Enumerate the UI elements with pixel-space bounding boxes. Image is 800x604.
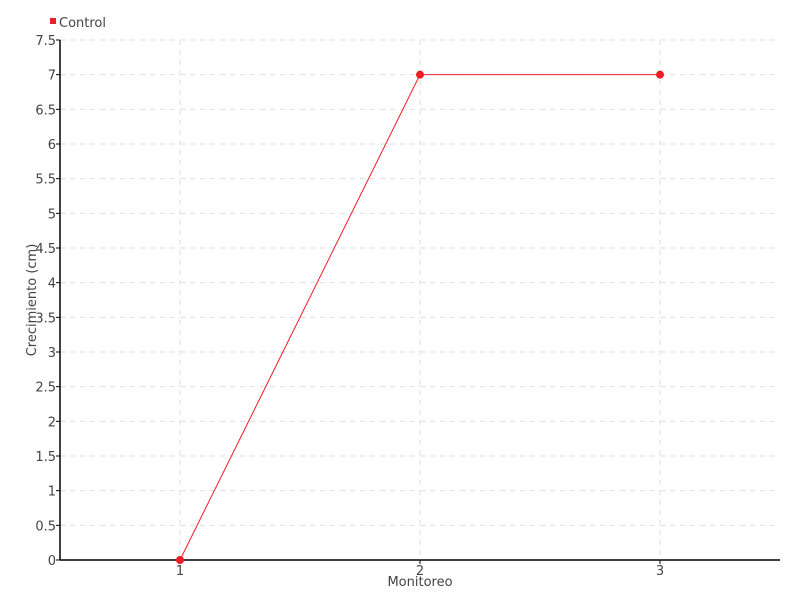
- y-tick-label: 1: [48, 485, 56, 500]
- x-tick-label: 2: [416, 564, 424, 579]
- y-axis-label: Crecimiento (cm): [25, 244, 40, 357]
- legend-label-control[interactable]: Control: [59, 16, 106, 31]
- y-tick-label: 2.5: [35, 381, 56, 396]
- x-tick-label: 1: [176, 564, 184, 579]
- y-tick-label: 3: [48, 346, 56, 361]
- y-tick-label: 0: [48, 554, 56, 569]
- y-tick-label: 7: [48, 69, 56, 84]
- y-tick-label: 5: [48, 207, 56, 222]
- legend-swatch-control: [50, 18, 56, 24]
- y-tick-label: 1.5: [35, 450, 56, 465]
- x-tick-label: 3: [656, 564, 664, 579]
- y-tick-label: 6.5: [35, 103, 56, 118]
- axes: 0 0.5 1 1.5 2 2.5 3 3.5 4 4.5 5 5.5 6 6.5 7 7.5 1 2 3: [35, 34, 780, 579]
- y-tick-label: 6: [48, 138, 56, 153]
- y-tick-label: 2: [48, 415, 56, 430]
- series: [176, 70, 664, 564]
- y-tick-label: 7.5: [35, 34, 56, 49]
- grid: [60, 39, 780, 560]
- y-tick-label: 0.5: [35, 519, 56, 534]
- data-point[interactable]: [416, 70, 424, 79]
- y-tick-label: 3.5: [35, 311, 56, 326]
- y-tick-label: 4: [48, 277, 56, 292]
- y-tick-label: 5.5: [35, 173, 56, 188]
- x-axis-label: Monitoreo: [387, 575, 452, 590]
- data-point[interactable]: [656, 70, 664, 79]
- legend: Control: [50, 16, 106, 31]
- data-point[interactable]: [176, 556, 184, 564]
- y-tick-label: 4.5: [35, 242, 56, 257]
